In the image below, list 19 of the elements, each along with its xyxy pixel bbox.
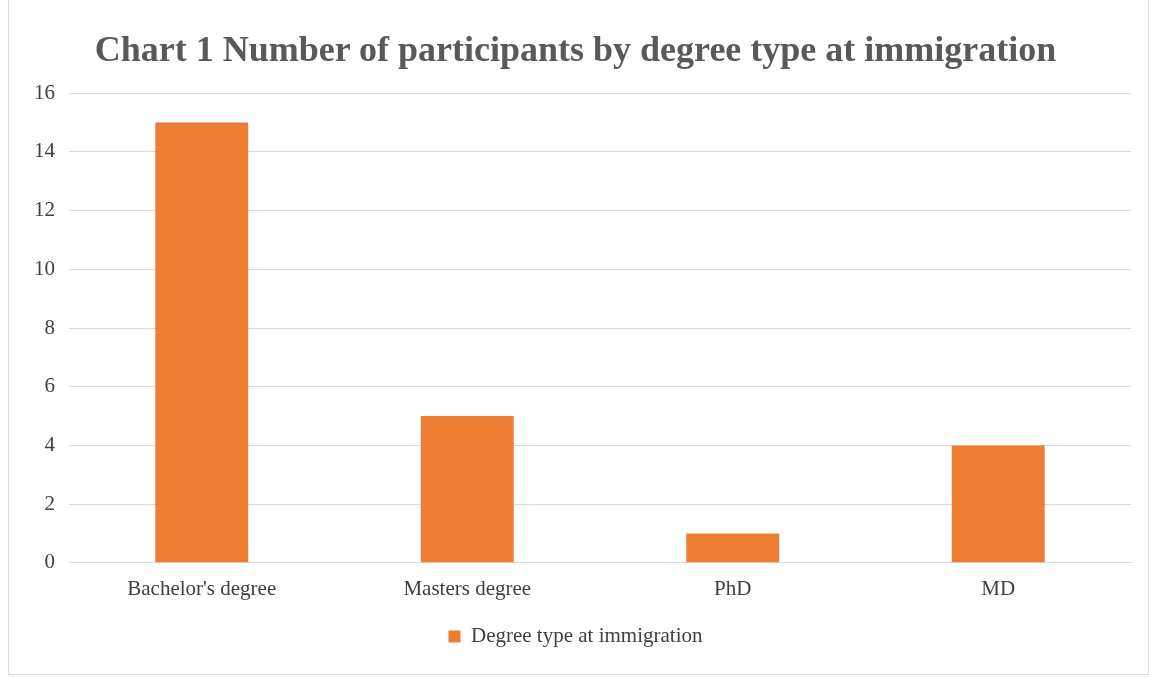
x-tick-label: Bachelor's degree	[127, 575, 277, 600]
y-tick-label: 14	[34, 138, 56, 163]
bar	[155, 122, 249, 563]
y-tick-label: 4	[44, 431, 56, 456]
y-tick-label: 16	[34, 79, 55, 104]
bar	[951, 445, 1045, 563]
x-tick-label: PhD	[714, 575, 752, 600]
legend-label: Degree type at immigration	[471, 623, 703, 648]
y-tick-label: 12	[34, 197, 55, 222]
y-tick-label: 6	[44, 373, 55, 398]
y-tick-label: 2	[44, 490, 55, 515]
x-tick-label: Masters degree	[403, 575, 532, 600]
bar	[686, 533, 780, 563]
y-tick-label: 10	[34, 255, 55, 280]
bar	[420, 416, 514, 563]
x-tick-label: MD	[981, 575, 1016, 600]
y-tick-label: 0	[44, 549, 55, 574]
chart-title: Chart 1 Number of participants by degree type at immigration	[94, 28, 1057, 69]
y-tick-label: 8	[44, 314, 55, 339]
